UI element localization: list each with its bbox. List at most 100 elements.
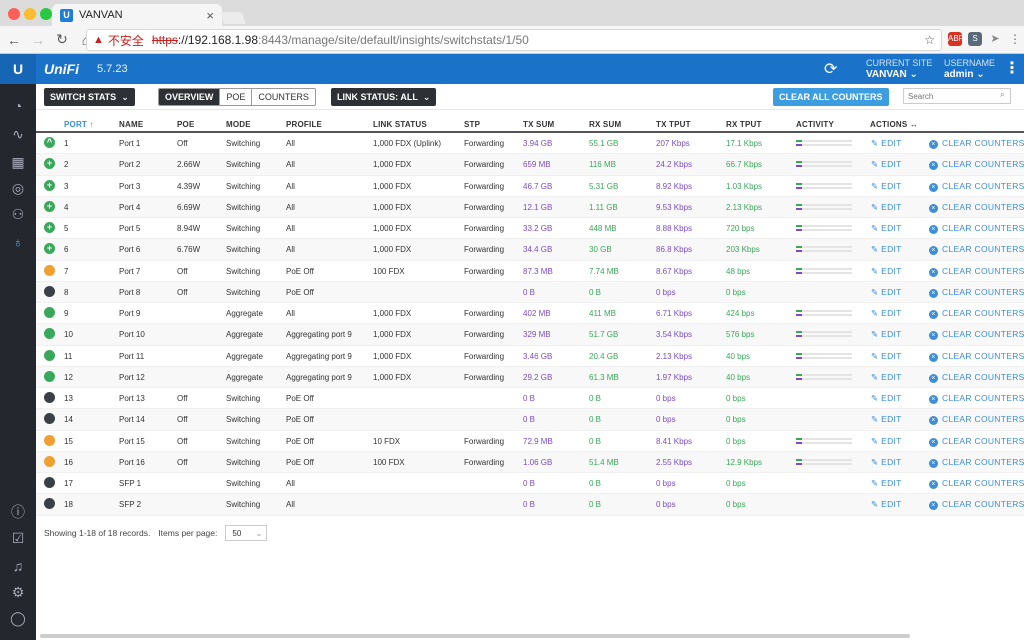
edit-button[interactable]: ✎ EDIT <box>871 436 902 447</box>
edit-button[interactable]: ✎ EDIT <box>871 372 902 383</box>
clear-counters-button[interactable]: × CLEAR COUNTERS <box>929 478 1024 489</box>
column-header-link-status[interactable]: LINK STATUS <box>373 120 427 129</box>
column-header-port[interactable]: PORT ↑ <box>64 120 94 129</box>
pencil-icon: ✎ <box>871 393 879 403</box>
clear-counters-button[interactable]: × CLEAR COUNTERS <box>929 266 1024 277</box>
clear-counters-button[interactable]: × CLEAR COUNTERS <box>929 159 1024 171</box>
edit-button[interactable]: ✎ EDIT <box>871 287 902 298</box>
maximize-window-button[interactable] <box>40 8 52 20</box>
minimize-window-button[interactable] <box>24 8 36 20</box>
edit-button[interactable]: ✎ EDIT <box>871 499 902 510</box>
info-icon[interactable]: ⓘ <box>11 504 25 520</box>
edit-button[interactable]: ✎ EDIT <box>871 393 902 404</box>
column-header-actions[interactable]: ACTIONS ↔ <box>870 120 919 129</box>
insights-icon[interactable]: ♁ <box>12 234 24 250</box>
close-circle-icon: × <box>929 267 938 277</box>
map-icon[interactable]: ▦ <box>11 154 25 170</box>
close-circle-icon: × <box>929 437 938 447</box>
items-per-page-select[interactable]: 50 ⌄ <box>225 525 268 541</box>
close-tab-icon[interactable]: × <box>206 7 214 23</box>
adblock-extension-icon[interactable]: ABP <box>948 32 964 46</box>
port-name: Port 4 <box>119 202 141 212</box>
column-header-profile[interactable]: PROFILE <box>286 120 323 129</box>
close-window-button[interactable] <box>8 8 20 20</box>
extension-icon[interactable]: S <box>968 32 982 46</box>
reload-icon[interactable]: ↻ <box>56 31 68 47</box>
edit-button[interactable]: ✎ EDIT <box>871 329 902 340</box>
alerts-bell-icon[interactable]: ♫ <box>12 558 24 574</box>
clear-counters-button[interactable]: × CLEAR COUNTERS <box>929 372 1024 383</box>
tasks-icon[interactable]: ☑ <box>11 530 25 546</box>
clear-all-counters-button[interactable]: CLEAR ALL COUNTERS <box>773 88 889 106</box>
clear-counters-button[interactable]: × CLEAR COUNTERS <box>929 499 1024 511</box>
settings-icon[interactable]: ⚙ <box>11 584 25 600</box>
devices-icon[interactable]: ◎ <box>11 180 25 196</box>
link-status-dropdown[interactable]: LINK STATUS: ALL ⌄ <box>331 88 437 106</box>
new-tab-button[interactable] <box>219 12 247 24</box>
username-selector[interactable]: USERNAME admin ⌄ <box>944 58 995 80</box>
browser-menu-icon[interactable]: ⋮ <box>1009 32 1021 46</box>
edit-button[interactable]: ✎ EDIT <box>871 138 902 149</box>
clear-counters-button[interactable]: × CLEAR COUNTERS <box>929 457 1024 468</box>
rx-tput-value: 40 bps <box>726 351 751 361</box>
clear-counters-button[interactable]: × CLEAR COUNTERS <box>929 436 1024 447</box>
mode-value: Switching <box>226 245 261 255</box>
column-header-name[interactable]: NAME <box>119 120 144 129</box>
edit-button[interactable]: ✎ EDIT <box>871 351 902 362</box>
edit-button[interactable]: ✎ EDIT <box>871 457 902 468</box>
clear-counters-button[interactable]: × CLEAR COUNTERS <box>929 223 1024 234</box>
refresh-icon[interactable]: ⟳ <box>824 61 838 78</box>
poe-value: 4.39W <box>177 181 201 191</box>
edit-button[interactable]: ✎ EDIT <box>871 266 902 277</box>
clear-counters-button[interactable]: × CLEAR COUNTERS <box>929 138 1024 149</box>
tab-overview[interactable]: OVERVIEW <box>159 89 221 105</box>
edit-button[interactable]: ✎ EDIT <box>871 308 902 319</box>
browser-tab[interactable]: U VANVAN × <box>52 4 222 26</box>
edit-button[interactable]: ✎ EDIT <box>871 159 902 170</box>
column-header-rx-sum[interactable]: RX SUM <box>589 120 622 129</box>
more-menu-icon[interactable]: ⋮ <box>1004 60 1020 77</box>
tab-counters[interactable]: COUNTERS <box>258 92 309 102</box>
port-name: Port 5 <box>119 224 141 233</box>
column-header-poe[interactable]: POE <box>177 120 195 129</box>
horizontal-scrollbar[interactable] <box>40 634 910 638</box>
clear-counters-button[interactable]: × CLEAR COUNTERS <box>929 181 1024 192</box>
chat-icon[interactable]: ◯ <box>10 610 26 626</box>
column-header-tx-sum[interactable]: TX SUM <box>523 120 555 129</box>
forward-icon[interactable]: → <box>31 31 45 48</box>
edit-button[interactable]: ✎ EDIT <box>871 478 902 489</box>
address-bar[interactable]: ▲ 不安全 https ://192.168.1.98 :8443/manage… <box>86 29 942 51</box>
column-header-stp[interactable]: STP <box>464 120 481 129</box>
clear-counters-label: CLEAR COUNTERS <box>942 499 1024 510</box>
clear-counters-button[interactable]: × CLEAR COUNTERS <box>929 351 1024 362</box>
column-header-tx-tput[interactable]: TX TPUT <box>656 120 691 129</box>
column-header-rx-tput[interactable]: RX TPUT <box>726 120 762 129</box>
clear-counters-button[interactable]: × CLEAR COUNTERS <box>929 308 1024 319</box>
back-icon[interactable]: ← <box>7 31 21 48</box>
current-site-selector[interactable]: CURRENT SITE VANVAN ⌄ <box>866 58 932 80</box>
search-input[interactable] <box>903 88 1011 104</box>
dashboard-icon[interactable]: ◔ <box>13 98 23 114</box>
statistics-icon[interactable]: ∿ <box>12 126 24 142</box>
tab-poe[interactable]: POE <box>220 89 253 105</box>
unifi-logo-icon[interactable]: U <box>0 54 36 84</box>
bookmark-star-icon[interactable]: ☆ <box>924 33 935 47</box>
edit-button[interactable]: ✎ EDIT <box>871 244 902 255</box>
clear-counters-button[interactable]: × CLEAR COUNTERS <box>929 393 1024 404</box>
clients-icon[interactable]: ⚇ <box>11 206 25 222</box>
edit-button[interactable]: ✎ EDIT <box>871 414 902 425</box>
edit-button[interactable]: ✎ EDIT <box>871 181 902 192</box>
clear-counters-button[interactable]: × CLEAR COUNTERS <box>929 244 1024 256</box>
edit-button[interactable]: ✎ EDIT <box>871 223 902 234</box>
clear-counters-button[interactable]: × CLEAR COUNTERS <box>929 329 1024 341</box>
switch-stats-dropdown[interactable]: SWITCH STATS ⌄ <box>44 88 135 106</box>
clear-counters-button[interactable]: × CLEAR COUNTERS <box>929 287 1024 298</box>
clear-counters-button[interactable]: × CLEAR COUNTERS <box>929 414 1024 426</box>
clear-counters-button[interactable]: × CLEAR COUNTERS <box>929 202 1024 213</box>
activity-bars <box>796 160 852 169</box>
column-header-mode[interactable]: MODE <box>226 120 251 129</box>
column-header-activity[interactable]: ACTIVITY <box>796 120 835 129</box>
mode-value: Switching <box>226 181 261 191</box>
send-extension-icon[interactable]: ➤ <box>990 33 1000 45</box>
edit-button[interactable]: ✎ EDIT <box>871 202 902 213</box>
